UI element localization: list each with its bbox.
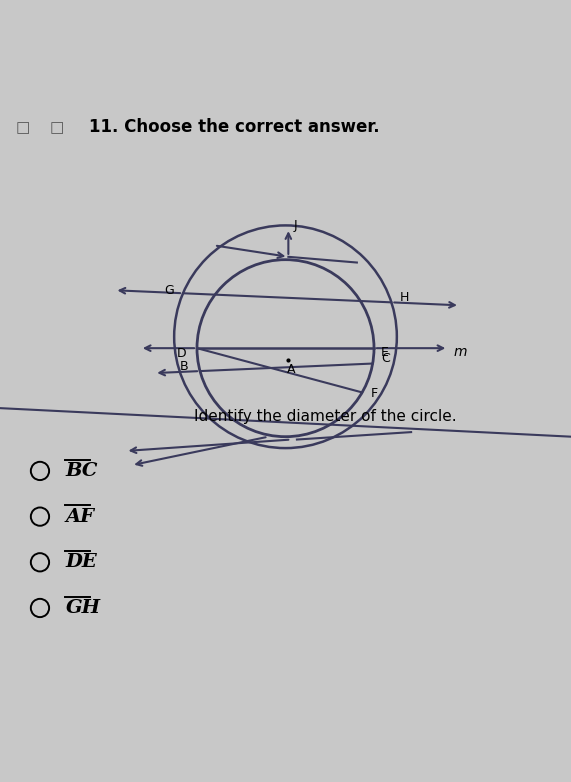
Text: □: □ [15,120,30,135]
Text: G: G [164,284,174,297]
Text: A: A [287,364,295,376]
Text: D: D [177,347,187,361]
Text: E: E [381,346,389,359]
Text: DE: DE [66,554,98,572]
Text: 11. Choose the correct answer.: 11. Choose the correct answer. [89,118,379,136]
Text: AF: AF [66,508,95,526]
Text: F: F [371,387,378,400]
Text: J: J [294,219,297,232]
Text: GH: GH [66,599,100,617]
Text: m: m [454,345,468,359]
Text: BC: BC [66,462,98,480]
Text: C: C [381,353,390,365]
Text: B: B [180,360,188,373]
Text: H: H [400,291,409,304]
Text: Identify the diameter of the circle.: Identify the diameter of the circle. [194,409,457,424]
Text: □: □ [50,120,65,135]
